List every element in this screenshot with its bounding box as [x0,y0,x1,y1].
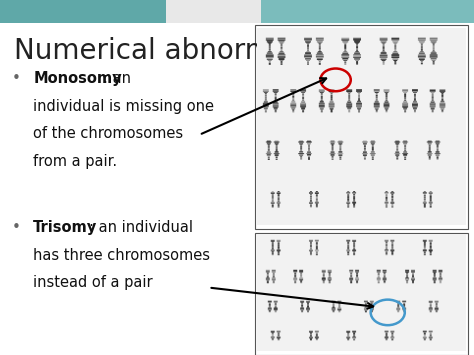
Text: •: • [12,71,21,86]
Text: has three chromosomes: has three chromosomes [33,248,210,263]
Text: Numerical abnormalities: Numerical abnormalities [14,37,355,65]
Text: of the chromosomes: of the chromosomes [33,126,183,141]
Text: Monosomy: Monosomy [33,71,122,86]
Text: instead of a pair: instead of a pair [33,275,153,290]
Text: : an: : an [103,71,131,86]
Text: •: • [12,220,21,235]
Bar [261,0,474,23]
Bar [255,25,468,229]
Bar [0,0,166,23]
Text: from a pair.: from a pair. [33,154,117,169]
Bar [255,233,468,355]
Text: : an individual: : an individual [89,220,193,235]
Text: individual is missing one: individual is missing one [33,99,214,114]
Text: Trisomy: Trisomy [33,220,98,235]
